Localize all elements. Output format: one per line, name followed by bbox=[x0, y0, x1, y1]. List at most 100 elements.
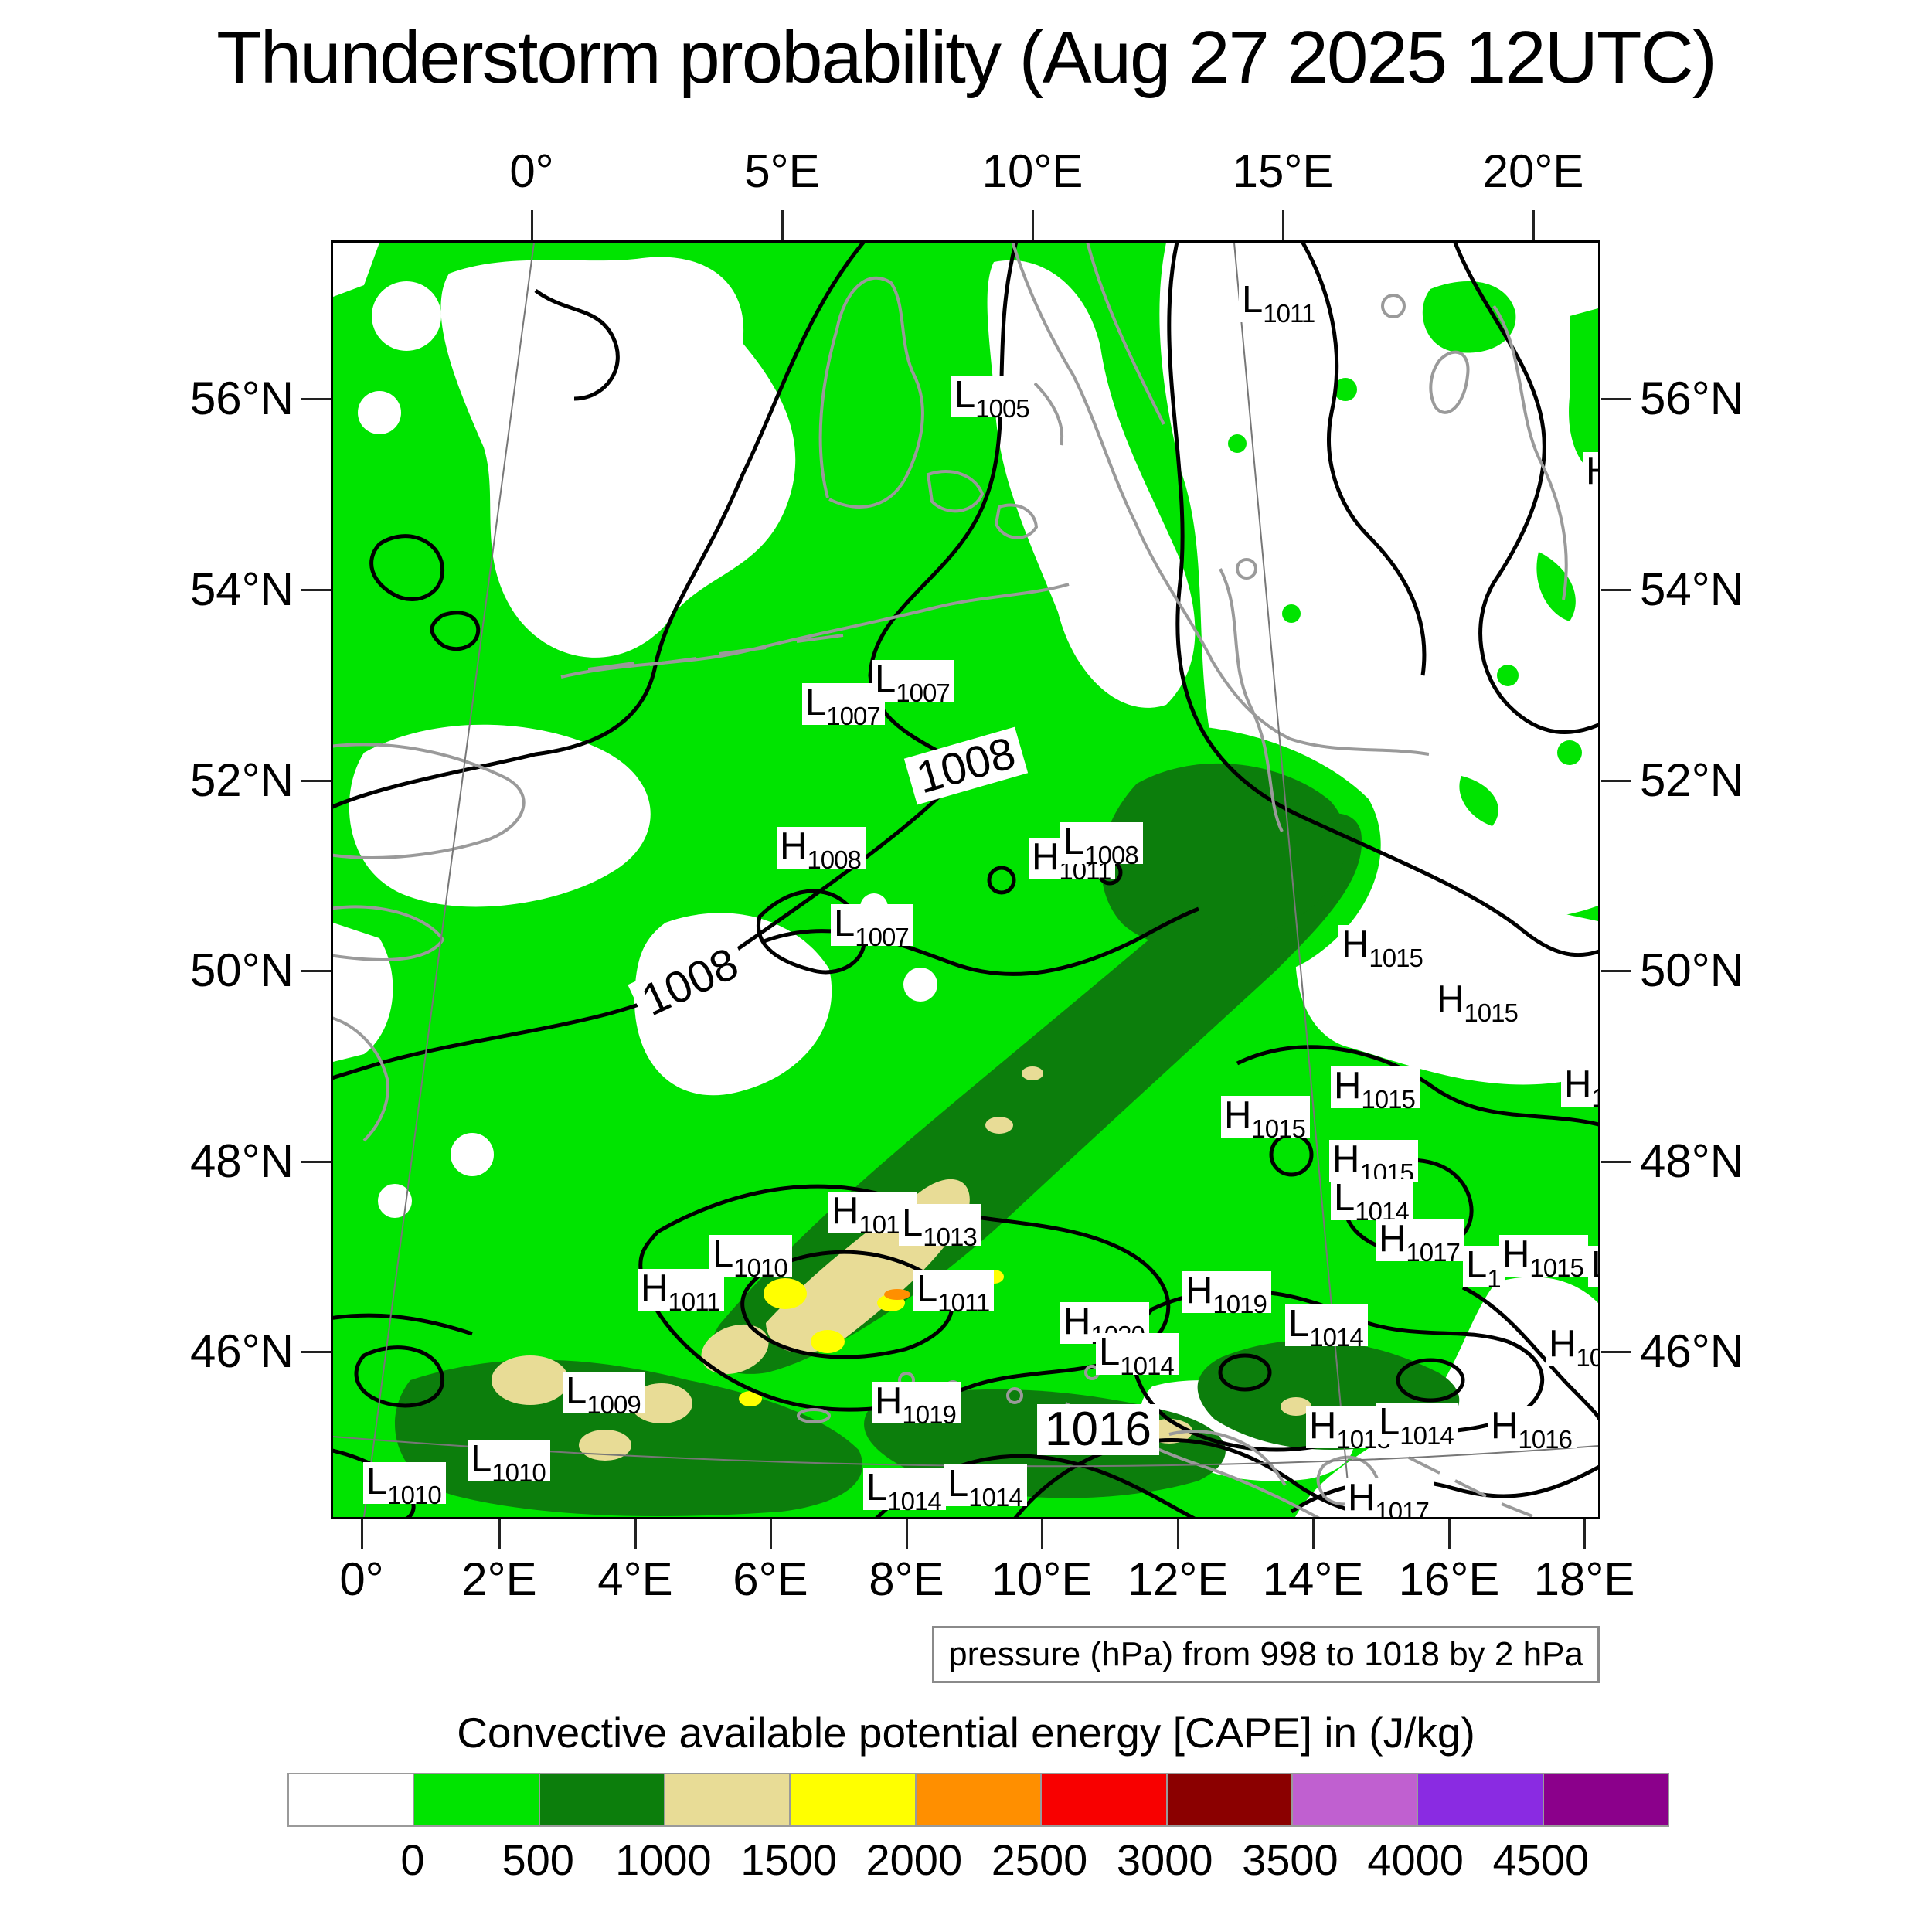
pressure-center-letter: L bbox=[866, 1467, 888, 1509]
colorbar-cell bbox=[1543, 1774, 1668, 1825]
axis-tick-label: 5°E bbox=[744, 145, 820, 197]
axis-tick-mark bbox=[1601, 780, 1631, 782]
pressure-center-value: 1010 bbox=[733, 1253, 787, 1282]
pressure-center-label: L1010 bbox=[468, 1438, 550, 1485]
colorbar-tick-label: 1500 bbox=[740, 1835, 837, 1884]
axis-tick-mark bbox=[634, 1519, 637, 1549]
pressure-center-label: H1015 bbox=[1434, 980, 1522, 1026]
pressure-range-note: pressure (hPa) from 998 to 1018 by 2 hPa bbox=[932, 1626, 1600, 1683]
pressure-center-value: 1 bbox=[1487, 1264, 1501, 1293]
pressure-center-letter: H bbox=[1185, 1270, 1213, 1311]
axis-tick-label: 0° bbox=[339, 1553, 384, 1605]
axis-tick-mark bbox=[301, 970, 331, 972]
colorbar-cell bbox=[289, 1774, 415, 1825]
pressure-center-letter: L bbox=[713, 1233, 734, 1275]
axis-tick-label: 2°E bbox=[461, 1553, 537, 1605]
axis-tick-mark bbox=[906, 1519, 908, 1549]
coastlines bbox=[333, 243, 1568, 1517]
colorbar-cell bbox=[1418, 1774, 1544, 1825]
pressure-center-label: H1015 bbox=[1338, 925, 1427, 971]
axis-tick-label: 10°E bbox=[991, 1553, 1093, 1605]
pressure-center-value: 1005 bbox=[975, 394, 1029, 423]
axis-tick-mark bbox=[1448, 1519, 1451, 1549]
pressure-center-label: H1008 bbox=[777, 827, 866, 872]
axis-tick-mark bbox=[301, 1161, 331, 1163]
pressure-center-letter: L bbox=[366, 1461, 388, 1502]
axis-tick-mark bbox=[1601, 1351, 1631, 1353]
axis-tick-mark bbox=[1177, 1519, 1179, 1549]
pressure-center-letter: L bbox=[954, 374, 976, 416]
pressure-center-letter: H bbox=[1549, 1323, 1577, 1365]
pressure-center-value: 1009 bbox=[587, 1390, 641, 1419]
pressure-center-label: H1017 bbox=[1376, 1219, 1464, 1265]
pressure-center-label: H10 bbox=[1561, 1065, 1598, 1111]
pressure-center-label: L1007 bbox=[802, 683, 885, 729]
pressure-center-letter: L bbox=[902, 1202, 923, 1244]
axis-tick-mark bbox=[1282, 210, 1284, 240]
pressure-center-letter: L bbox=[834, 903, 855, 944]
axis-tick-label: 48°N bbox=[189, 1135, 294, 1187]
pressure-center-letter: L bbox=[947, 1463, 969, 1505]
axis-tick-mark bbox=[1032, 210, 1034, 240]
axis-tick-mark bbox=[781, 210, 784, 240]
pressure-center-value: 1015 bbox=[1369, 944, 1423, 972]
pressure-center-letter: L bbox=[875, 658, 896, 700]
pressure-center-value: 1014 bbox=[968, 1483, 1022, 1512]
pressure-center-label: H1015 bbox=[1329, 1138, 1418, 1185]
pressure-center-label: H bbox=[1583, 452, 1598, 494]
pressure-center-label: L1014 bbox=[1096, 1333, 1179, 1379]
colorbar-tick-label: 1000 bbox=[615, 1835, 712, 1884]
pressure-center-label: L1010 bbox=[363, 1461, 446, 1508]
pressure-center-value: 1010 bbox=[492, 1458, 546, 1487]
axis-tick-mark bbox=[301, 1351, 331, 1353]
colorbar-tick-label: 3000 bbox=[1116, 1835, 1213, 1884]
axis-tick-mark bbox=[498, 1519, 501, 1549]
axis-tick-mark bbox=[1312, 1519, 1315, 1549]
pressure-center-label: L1011 bbox=[1239, 281, 1320, 326]
pressure-center-value: 1008 bbox=[807, 845, 861, 874]
colorbar-tick-label: 4000 bbox=[1367, 1835, 1464, 1884]
axis-tick-label: 6°E bbox=[733, 1553, 808, 1605]
axis-tick-label: 10°E bbox=[981, 145, 1083, 197]
pressure-center-letter: H bbox=[1224, 1094, 1252, 1136]
axis-tick-mark bbox=[301, 780, 331, 782]
axis-tick-label: 15°E bbox=[1232, 145, 1334, 197]
pressure-center-label: L1014 bbox=[1376, 1403, 1458, 1448]
pressure-center-letter: L bbox=[1334, 1177, 1355, 1219]
colorbar-cell bbox=[665, 1774, 791, 1825]
pressure-center-value: 1019 bbox=[1213, 1290, 1267, 1318]
pressure-center-letter: H bbox=[875, 1380, 903, 1422]
pressure-center-letter: H bbox=[1032, 836, 1060, 878]
pressure-center-value: 1007 bbox=[896, 679, 950, 707]
pressure-center-value: 1014 bbox=[1309, 1323, 1363, 1352]
pressure-center-letter: L bbox=[1063, 821, 1085, 862]
pressure-center-letter: L bbox=[566, 1370, 587, 1412]
pressure-center-letter: H bbox=[1491, 1405, 1519, 1447]
pressure-center-letter: L bbox=[1288, 1303, 1310, 1345]
pressure-center-letter: L bbox=[471, 1438, 492, 1480]
axis-tick-mark bbox=[1601, 1161, 1631, 1163]
axis-tick-mark bbox=[770, 1519, 772, 1549]
pressure-center-label: L1014 bbox=[863, 1467, 946, 1514]
axis-tick-label: 0° bbox=[509, 145, 554, 197]
colorbar-tick-label: 4500 bbox=[1492, 1835, 1590, 1884]
pressure-center-label: L1010 bbox=[709, 1233, 792, 1281]
pressure-center-value: 1011 bbox=[937, 1288, 990, 1317]
cape-pressure-map bbox=[333, 243, 1598, 1517]
axis-tick-mark bbox=[361, 1519, 363, 1549]
pressure-center-letter: H bbox=[1502, 1233, 1530, 1275]
pressure-center-label: L1011 bbox=[913, 1270, 995, 1315]
pressure-center-label: L1007 bbox=[831, 903, 913, 950]
pressure-center-letter: H bbox=[1332, 1138, 1360, 1180]
pressure-center-value: 1017 bbox=[1406, 1238, 1460, 1267]
pressure-center-value: 1011 bbox=[668, 1287, 720, 1316]
pressure-center-label: H1019 bbox=[1182, 1270, 1271, 1317]
colorbar-tick-label: 2500 bbox=[991, 1835, 1088, 1884]
colorbar-cell bbox=[414, 1774, 540, 1825]
pressure-center-value: 101 bbox=[1576, 1343, 1598, 1372]
pressure-center-value: 1013 bbox=[923, 1223, 977, 1251]
pressure-center-value: 1015 bbox=[1529, 1253, 1583, 1282]
axis-tick-label: 20°E bbox=[1482, 145, 1584, 197]
pressure-center-letter: L bbox=[1466, 1244, 1488, 1286]
